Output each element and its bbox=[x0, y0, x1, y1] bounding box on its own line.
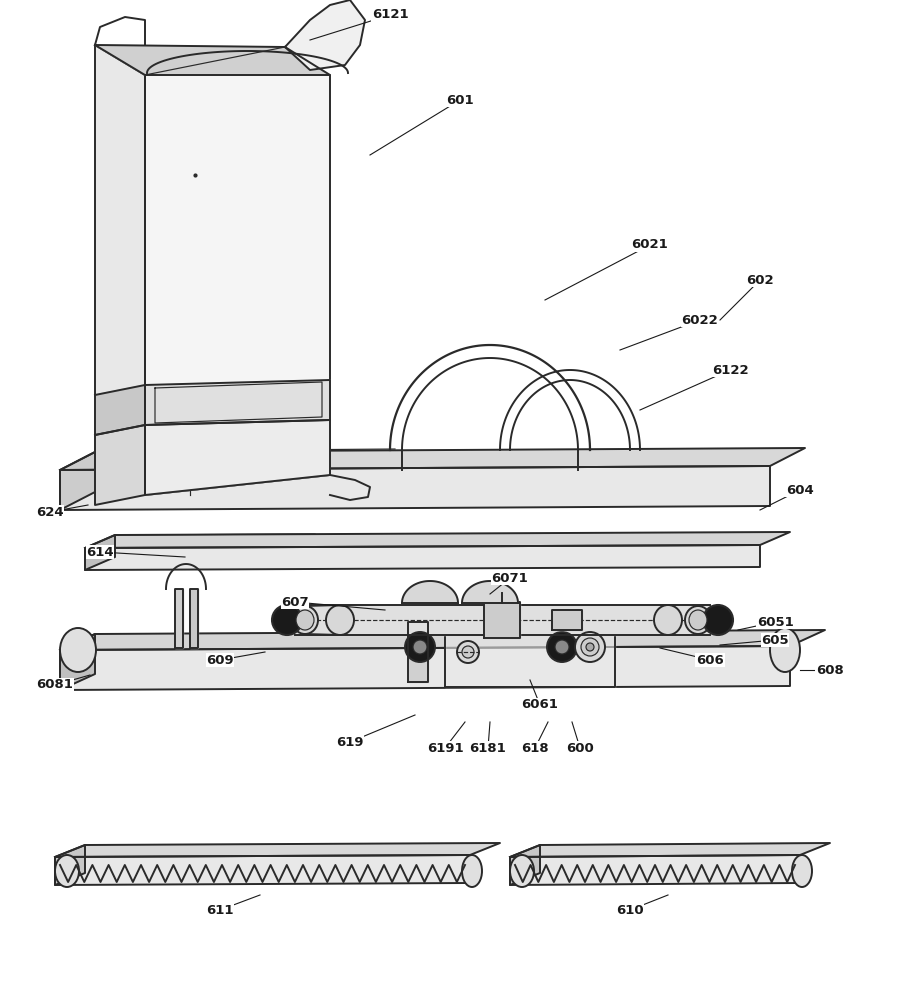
Polygon shape bbox=[60, 630, 825, 650]
Polygon shape bbox=[55, 843, 500, 857]
Ellipse shape bbox=[547, 632, 577, 662]
Ellipse shape bbox=[457, 641, 479, 663]
Text: 602: 602 bbox=[747, 273, 774, 286]
Polygon shape bbox=[60, 634, 95, 690]
Ellipse shape bbox=[326, 605, 354, 635]
Text: 6022: 6022 bbox=[682, 314, 718, 326]
Ellipse shape bbox=[689, 610, 707, 630]
Text: 6122: 6122 bbox=[712, 363, 748, 376]
Ellipse shape bbox=[685, 606, 711, 634]
Ellipse shape bbox=[405, 632, 435, 662]
Text: 6071: 6071 bbox=[491, 572, 528, 584]
Polygon shape bbox=[60, 646, 790, 690]
Text: 605: 605 bbox=[761, 634, 789, 647]
Ellipse shape bbox=[792, 855, 812, 887]
Text: 6061: 6061 bbox=[522, 698, 558, 712]
Polygon shape bbox=[510, 843, 830, 857]
Ellipse shape bbox=[272, 605, 302, 635]
Polygon shape bbox=[175, 589, 183, 648]
Polygon shape bbox=[55, 845, 85, 885]
Text: 614: 614 bbox=[86, 546, 113, 558]
Polygon shape bbox=[145, 75, 330, 495]
Ellipse shape bbox=[60, 628, 96, 672]
Ellipse shape bbox=[654, 605, 682, 635]
Ellipse shape bbox=[413, 640, 427, 654]
Text: 606: 606 bbox=[696, 654, 724, 666]
Polygon shape bbox=[462, 581, 518, 603]
Polygon shape bbox=[55, 855, 470, 885]
Text: 6121: 6121 bbox=[371, 8, 408, 21]
Polygon shape bbox=[95, 425, 145, 505]
Ellipse shape bbox=[462, 646, 474, 658]
Polygon shape bbox=[510, 845, 540, 885]
Text: 611: 611 bbox=[206, 904, 233, 916]
Ellipse shape bbox=[292, 606, 318, 634]
Polygon shape bbox=[510, 855, 800, 885]
Ellipse shape bbox=[510, 855, 534, 887]
Polygon shape bbox=[285, 0, 365, 70]
Text: 608: 608 bbox=[816, 664, 844, 676]
Text: 601: 601 bbox=[447, 94, 474, 106]
Ellipse shape bbox=[703, 605, 733, 635]
Polygon shape bbox=[484, 602, 520, 638]
Polygon shape bbox=[552, 610, 582, 630]
Ellipse shape bbox=[55, 855, 79, 887]
Text: 6021: 6021 bbox=[631, 238, 668, 251]
Polygon shape bbox=[295, 605, 710, 635]
Polygon shape bbox=[408, 622, 428, 682]
Text: 6051: 6051 bbox=[757, 615, 793, 629]
Polygon shape bbox=[95, 385, 145, 435]
Polygon shape bbox=[95, 45, 330, 75]
Ellipse shape bbox=[581, 638, 599, 656]
Polygon shape bbox=[95, 45, 145, 495]
Text: 624: 624 bbox=[37, 506, 64, 518]
Ellipse shape bbox=[770, 628, 800, 672]
Polygon shape bbox=[190, 589, 198, 648]
Text: 619: 619 bbox=[336, 736, 364, 748]
Polygon shape bbox=[85, 535, 115, 570]
Polygon shape bbox=[402, 581, 458, 603]
Text: 6191: 6191 bbox=[426, 742, 463, 754]
Text: 610: 610 bbox=[616, 904, 644, 916]
Ellipse shape bbox=[575, 632, 605, 662]
Polygon shape bbox=[330, 475, 370, 500]
Polygon shape bbox=[60, 448, 805, 470]
Polygon shape bbox=[85, 532, 790, 548]
Text: 607: 607 bbox=[281, 595, 309, 608]
Text: 6181: 6181 bbox=[469, 742, 506, 754]
Ellipse shape bbox=[462, 855, 482, 887]
Ellipse shape bbox=[296, 610, 314, 630]
Polygon shape bbox=[145, 420, 330, 495]
Polygon shape bbox=[60, 466, 770, 510]
Text: 600: 600 bbox=[566, 742, 594, 754]
Polygon shape bbox=[85, 545, 760, 570]
Polygon shape bbox=[60, 452, 95, 510]
Polygon shape bbox=[445, 614, 615, 687]
Polygon shape bbox=[145, 380, 330, 425]
Ellipse shape bbox=[586, 643, 594, 651]
Text: 618: 618 bbox=[522, 742, 549, 754]
Ellipse shape bbox=[555, 640, 569, 654]
Text: 6081: 6081 bbox=[37, 678, 73, 692]
Text: 609: 609 bbox=[206, 654, 234, 666]
Text: 604: 604 bbox=[786, 484, 813, 496]
